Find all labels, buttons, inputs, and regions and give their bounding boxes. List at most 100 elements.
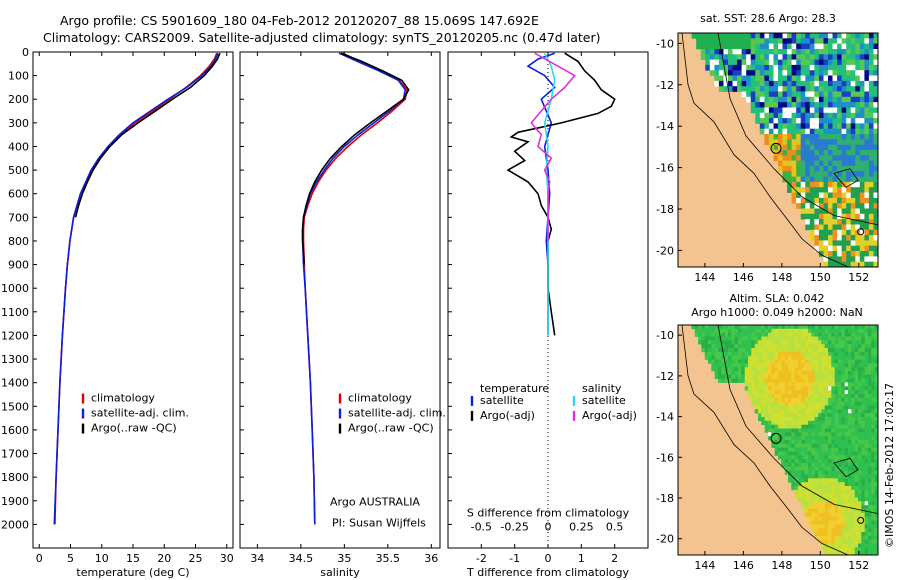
- sst_map-cell: [732, 38, 738, 44]
- sla_map-cell: [864, 432, 869, 437]
- sst_map-cell: [814, 128, 820, 135]
- sst_map-cell: [832, 150, 838, 156]
- sla_map-cell: [821, 478, 825, 483]
- sst_map-cell: [800, 171, 806, 177]
- sst_map-cell: [846, 235, 852, 241]
- sst_map-cell: [850, 134, 856, 140]
- sla_map-cell: [841, 417, 845, 422]
- sla_map-cell: [868, 325, 872, 330]
- sla_map-cell: [861, 547, 865, 552]
- sst_map-cell: [764, 70, 770, 76]
- sst_map-cell: [764, 134, 770, 140]
- sla_map-cell: [834, 328, 839, 333]
- sla_map-cell: [784, 420, 789, 425]
- sla_map-cell: [804, 374, 809, 379]
- sla_map-cell: [841, 532, 845, 537]
- sst_map-cell: [846, 219, 852, 225]
- sla_map-cell: [744, 351, 749, 356]
- sla_map-cell: [781, 371, 785, 376]
- sla_map-cell: [784, 447, 789, 452]
- sla_map-cell: [751, 332, 755, 337]
- sla_map-cell: [808, 325, 812, 330]
- sla_map-cell: [801, 413, 805, 418]
- sla_map-cell: [794, 443, 799, 448]
- sst_map-cell: [768, 139, 774, 146]
- sst_map-cell: [841, 75, 847, 82]
- sst_map-cell: [755, 80, 761, 87]
- sst_map-cell: [746, 86, 752, 92]
- sst_map-cell: [796, 70, 802, 76]
- sla_map-cell: [838, 466, 842, 471]
- sla_map-cell: [861, 551, 865, 556]
- sla_map-cell: [814, 440, 819, 445]
- sla_map-cell: [774, 417, 779, 422]
- sla_map-cell: [824, 344, 829, 349]
- sla_map-cell: [771, 363, 775, 368]
- sla_map-cell: [798, 455, 802, 460]
- sla_map-cell: [828, 405, 832, 410]
- sla_map-cell: [821, 351, 825, 356]
- sla_map-cell: [844, 382, 849, 387]
- sla_map-cell: [778, 397, 782, 402]
- sst_map-cell: [859, 224, 865, 231]
- sst_map-cell: [814, 144, 820, 151]
- sla_map-cell: [784, 348, 789, 353]
- sst_map-cell: [791, 171, 797, 177]
- sla_map-cell: [794, 394, 799, 399]
- sla_map-cell: [794, 486, 799, 491]
- sla_map-cell: [711, 367, 715, 372]
- sla_map-cell: [858, 382, 862, 387]
- sst_map-cell: [837, 181, 842, 188]
- sst_map-cell: [805, 171, 811, 177]
- sla_map-cell: [818, 455, 822, 460]
- sst_map-cell: [746, 91, 752, 98]
- sst_map-cell: [782, 33, 788, 39]
- sla_map-cell: [778, 455, 782, 460]
- sst_map-cell: [805, 208, 811, 215]
- figure-title-line1: Argo profile: CS 5901609_180 04-Feb-2012…: [60, 13, 539, 28]
- sst_map-cell: [859, 235, 865, 241]
- sla_map-cell: [808, 516, 812, 521]
- sla_map-cell: [861, 401, 865, 406]
- sst_map-cell: [846, 144, 852, 151]
- sla_map-cell: [821, 436, 825, 441]
- sla_map-cell: [838, 512, 842, 517]
- sst_map-cell: [791, 70, 797, 76]
- temperature-xtick-label: 10: [95, 552, 109, 565]
- sla_map-cell: [758, 363, 762, 368]
- sla_map-cell: [818, 474, 822, 479]
- sst_map-cell: [832, 155, 838, 161]
- sla_map-cell: [874, 336, 879, 341]
- sla_map-cell: [768, 340, 772, 345]
- sst_map-cell: [728, 86, 733, 92]
- sla_map-cell: [771, 382, 775, 387]
- sst_map-cell: [864, 224, 870, 231]
- sla_map-cell: [804, 340, 809, 345]
- sla_map-cell: [778, 428, 782, 433]
- sla_map-cell: [808, 432, 812, 437]
- sla_map-cell: [841, 524, 845, 529]
- sla_map-cell: [754, 401, 759, 406]
- sla_map-cell: [811, 497, 815, 502]
- sla_map-cell: [798, 497, 802, 502]
- sla_map-cell: [851, 382, 855, 387]
- sst_map-cell: [873, 166, 879, 172]
- sla_map-cell: [798, 409, 802, 414]
- sla_map-cell: [738, 378, 742, 383]
- sla_map-cell: [854, 455, 859, 460]
- sst_map-cell: [728, 80, 733, 87]
- sst_map-cell: [873, 203, 879, 209]
- sst_map-cell: [846, 54, 852, 60]
- sla_map-cell: [774, 371, 779, 376]
- sla_map-cell: [844, 374, 849, 379]
- sla_map-cell: [814, 405, 819, 410]
- sst_map-cell: [823, 251, 829, 257]
- sla_map-cell: [858, 535, 862, 540]
- sla_map-cell: [774, 332, 779, 337]
- sst_map-cell: [846, 150, 852, 156]
- sla_map-cell: [831, 386, 835, 391]
- sla_map-cell: [798, 478, 802, 483]
- sla_map-cell: [771, 378, 775, 383]
- sla_map-cell: [821, 409, 825, 414]
- sla_map-cell: [868, 394, 872, 399]
